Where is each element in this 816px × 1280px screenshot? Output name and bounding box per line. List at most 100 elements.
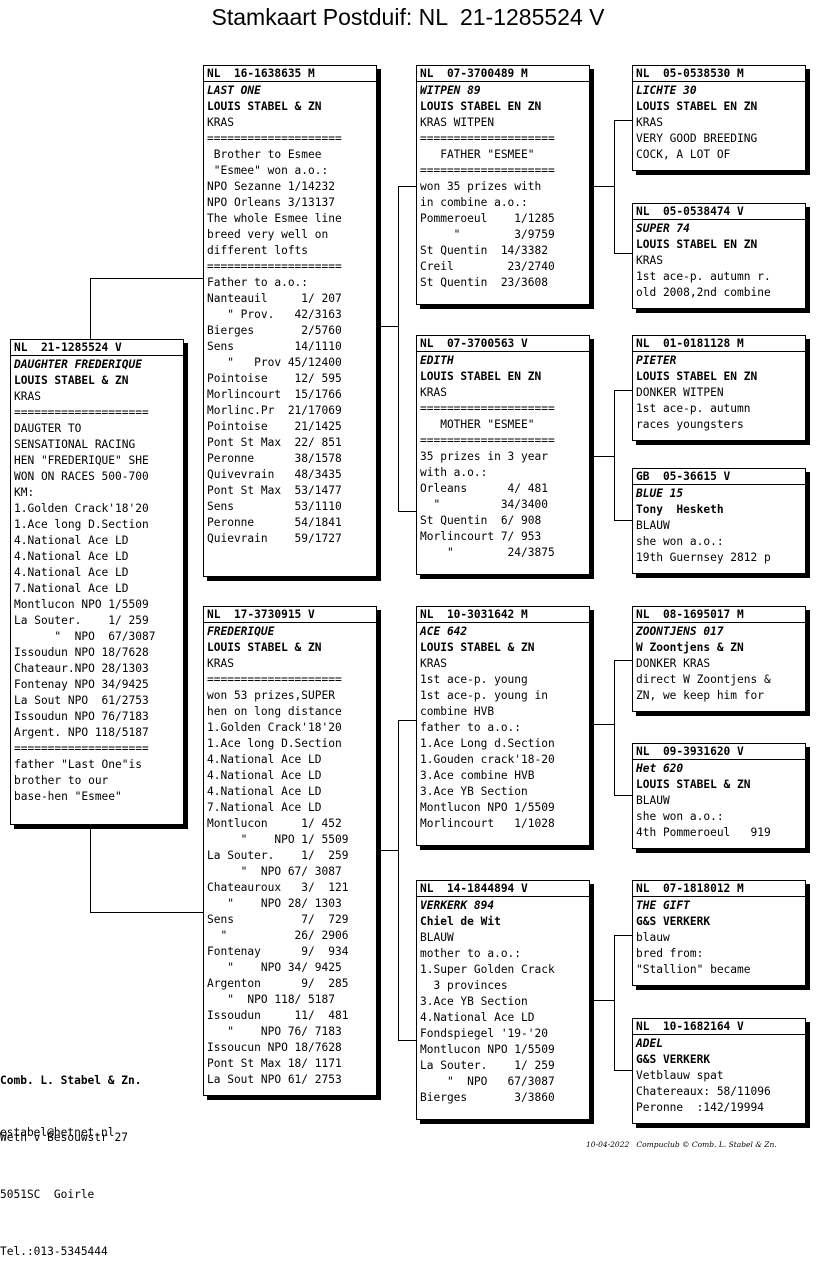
phone: Tel.:013-5345444 — [0, 1245, 108, 1258]
info-line: 4th Pommeroeul 919 — [636, 826, 771, 839]
connector-line — [614, 390, 632, 391]
color: Vetblauw spat — [636, 1069, 724, 1082]
info-line: 1.Ace Long d.Section — [420, 737, 555, 750]
info-line: "Esmee" won a.o.: — [207, 164, 329, 177]
info-line: Fondspiegel '19-'20 — [420, 1027, 548, 1040]
info-line: Brother to Esmee — [207, 148, 322, 161]
email-link[interactable]: estabel@hetnet.nl — [0, 1126, 115, 1139]
card-mf-mother: NL 09-3931620 V Het 620 LOUIS STABEL & ZN B… — [632, 743, 806, 849]
pigeon-name: SUPER 74 — [636, 222, 690, 235]
info-line: Quivevrain 48/3435 — [207, 468, 342, 481]
info-line: 35 prizes in 3 year — [420, 450, 548, 463]
color: blauw — [636, 931, 670, 944]
info-line: La Souter. 1/ 259 — [420, 1059, 555, 1072]
info-line: 1.Ace long D.Section — [14, 518, 149, 531]
connector-line — [398, 1040, 416, 1041]
breeder: Tony Hesketh — [636, 503, 724, 516]
info-line: 19th Guernsey 2812 p — [636, 551, 771, 564]
card-father-father: NL 07-3700489 M WITPEN 89 LOUIS STABEL EN … — [416, 65, 590, 305]
info-line: Peronne 38/1578 — [207, 452, 342, 465]
pigeon-name: LAST ONE — [207, 84, 261, 97]
info-line: ==================== — [420, 402, 555, 415]
info-line: NPO Orleans 3/13137 — [207, 196, 335, 209]
ring-number: NL 09-3931620 V — [633, 745, 805, 760]
info-line: " NPO 67/3087 — [420, 1075, 555, 1088]
color: KRAS — [207, 657, 234, 670]
info-line: 7.National Ace LD — [207, 801, 322, 814]
connector-line — [90, 278, 203, 279]
info-line: Argent. NPO 118/5187 — [14, 726, 149, 739]
info-line: 1.Super Golden Crack — [420, 963, 555, 976]
card-mother-father: NL 10-3031642 M ACE 642 LOUIS STABEL & ZN K… — [416, 606, 590, 846]
info-line: different lofts — [207, 244, 309, 257]
card-fm-father: NL 01-0181128 M PIETER LOUIS STABEL EN ZN D… — [632, 335, 806, 441]
card-ff-father: NL 05-0538530 M LICHTE 30 LOUIS STABEL EN … — [632, 65, 806, 171]
info-line: 1st ace-p. young in — [420, 689, 548, 702]
ring-number: NL 10-1682164 V — [633, 1020, 805, 1035]
info-line: 1st ace-p. young — [420, 673, 528, 686]
info-line: Chateaur.NPO 28/1303 — [14, 662, 149, 675]
info-line: in combine a.o.: — [420, 196, 528, 209]
breeder: G&S VERKERK — [636, 1053, 711, 1066]
info-line: WON ON RACES 500-700 — [14, 470, 149, 483]
ring-number: GB 05-36615 V — [633, 470, 805, 485]
connector-line — [398, 720, 399, 1040]
pigeon-name: PIETER — [636, 354, 677, 367]
pigeon-name: WITPEN 89 — [420, 84, 481, 97]
color: KRAS — [207, 116, 234, 129]
info-line: NPO Sezanne 1/14232 — [207, 180, 335, 193]
info-line: Bierges 2/5760 — [207, 324, 342, 337]
info-line: Issoudun NPO 76/7183 — [14, 710, 149, 723]
info-line: Sens 14/1110 — [207, 340, 342, 353]
info-line: " NPO 1/ 5509 — [207, 833, 349, 846]
ring-number: NL 07-3700489 M — [417, 67, 589, 82]
color: KRAS — [636, 116, 663, 129]
info-line: Montlucon NPO 1/5509 — [420, 1043, 555, 1056]
ring-number: NL 14-1844894 V — [417, 882, 589, 897]
info-line: HEN "FREDERIQUE" SHE — [14, 454, 149, 467]
info-line: La Souter. 1/ 259 — [14, 614, 149, 627]
info-line: 4.National Ace LD — [207, 753, 322, 766]
connector-line — [614, 120, 615, 253]
info-line: 4.National Ace LD — [207, 769, 322, 782]
color: KRAS — [420, 386, 447, 399]
card-mm-mother: NL 10-1682164 V ADEL G&S VERKERK Vetblauw s… — [632, 1018, 806, 1124]
color: DONKER KRAS — [636, 657, 711, 670]
info-line: Pont St Max 18/ 1171 — [207, 1057, 342, 1070]
info-line: 4.National Ace LD — [207, 785, 322, 798]
info-line: Issoudun NPO 18/7628 — [14, 646, 149, 659]
info-line: Morlinc.Pr 21/17069 — [207, 404, 342, 417]
info-line: old 2008,2nd combine — [636, 286, 771, 299]
info-line: 1.Ace long D.Section — [207, 737, 342, 750]
info-line: " NPO 34/ 9425 — [207, 961, 342, 974]
street: Weth v Besouwstr 27 — [0, 1131, 128, 1144]
info-line: Father to a.o.: — [207, 276, 309, 289]
connector-line — [90, 912, 203, 913]
color: BLAUW — [636, 519, 670, 532]
pigeon-name: THE GIFT — [636, 899, 690, 912]
breeder: LOUIS STABEL & ZN — [14, 374, 129, 387]
breeder: LOUIS STABEL & ZN — [207, 100, 322, 113]
ring-number: NL 01-0181128 M — [633, 337, 805, 352]
connector-line — [614, 1070, 632, 1071]
info-line: Morlincourt 7/ 953 — [420, 530, 542, 543]
pigeon-name: BLUE 15 — [636, 487, 684, 500]
info-line: " Prov. 42/3163 — [207, 308, 342, 321]
info-line: La Souter. 1/ 259 — [207, 849, 349, 862]
info-line: ==================== — [14, 406, 149, 419]
info-line: MOTHER "ESMEE" — [420, 418, 535, 431]
connector-line — [398, 511, 416, 512]
info-line: Peronne 54/1841 — [207, 516, 342, 529]
card-father-mother: NL 07-3700563 V EDITH LOUIS STABEL EN ZN KR… — [416, 335, 590, 575]
company-name: Comb. L. Stabel & Zn. — [0, 1074, 142, 1087]
info-line: Issoudun 11/ 481 — [207, 1009, 349, 1022]
info-line: 1st ace-p. autumn r. — [636, 270, 771, 283]
connector-line — [614, 253, 632, 254]
info-line: hen on long distance — [207, 705, 342, 718]
ring-number: NL 07-1818012 M — [633, 882, 805, 897]
breeder: LOUIS STABEL EN ZN — [420, 370, 542, 383]
info-line: Sens 7/ 729 — [207, 913, 349, 926]
breeder: LOUIS STABEL & ZN — [207, 641, 322, 654]
info-line: 7.National Ace LD — [14, 582, 129, 595]
breeder: LOUIS STABEL EN ZN — [420, 100, 542, 113]
